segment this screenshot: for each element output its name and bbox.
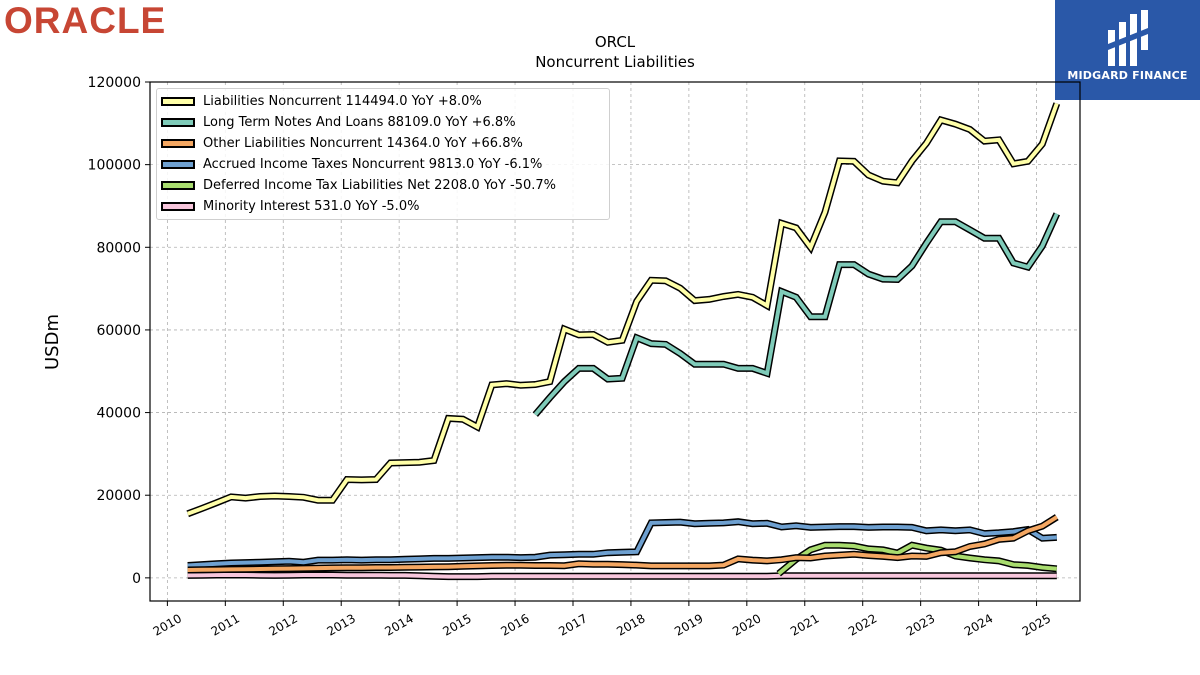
x-tick-label: 2010 — [151, 611, 184, 638]
legend-swatch — [161, 202, 195, 211]
legend-swatch — [161, 181, 195, 190]
x-tick-label: 2025 — [1020, 611, 1053, 638]
legend-label: Other Liabilities Noncurrent 14364.0 YoY… — [203, 136, 523, 151]
x-tick-label: 2023 — [904, 611, 937, 638]
legend-swatch — [161, 160, 195, 169]
x-tick-label: 2015 — [440, 611, 473, 638]
midgard-brand-text: MIDGARD FINANCE — [1067, 69, 1188, 82]
chart-title: ORCL — [595, 33, 636, 51]
legend-label: Minority Interest 531.0 YoY -5.0% — [203, 199, 420, 214]
x-tick-label: 2024 — [962, 611, 995, 638]
legend-label: Liabilities Noncurrent 114494.0 YoY +8.0… — [203, 94, 482, 109]
x-tick-label: 2013 — [324, 611, 357, 638]
midgard-mark-icon — [1108, 10, 1148, 66]
x-tick-label: 2020 — [730, 611, 763, 638]
legend-label: Deferred Income Tax Liabilities Net 2208… — [203, 178, 557, 193]
series-liabilities-noncurrent — [186, 102, 1061, 518]
x-tick-label: 2022 — [846, 611, 879, 638]
legend-swatch — [161, 97, 195, 106]
oracle-logo-text: ORACLE — [4, 2, 166, 38]
x-tick-label: 2012 — [267, 611, 300, 638]
series-line — [187, 573, 1057, 579]
legend-swatch — [161, 118, 195, 127]
series-deferred-income-tax-liabilities-net — [776, 541, 1058, 577]
series-lines — [186, 102, 1061, 581]
series-line — [187, 519, 1057, 568]
series-line — [777, 543, 1057, 576]
x-tick-label: 2018 — [614, 611, 647, 638]
y-tick-label: 80000 — [96, 240, 141, 256]
oracle-logo: ORACLE — [4, 0, 234, 42]
plot-frame — [149, 81, 1081, 602]
series-line — [186, 102, 1059, 516]
midgard-finance-logo: MIDGARD FINANCE — [1055, 0, 1200, 100]
y-tick-label: 60000 — [96, 323, 141, 339]
series-other-liabilities-noncurrent — [187, 514, 1059, 574]
series-long-term-notes-and-loans — [532, 212, 1060, 417]
x-tick-label: 2017 — [556, 611, 589, 638]
x-tick-label: 2014 — [382, 611, 415, 638]
series-line — [533, 212, 1059, 416]
series-accrued-income-taxes-noncurrent — [187, 518, 1057, 569]
legend-swatch — [161, 139, 195, 148]
legend-label: Long Term Notes And Loans 88109.0 YoY +6… — [203, 115, 516, 130]
y-tick-label: 40000 — [96, 406, 141, 422]
x-tick-label: 2019 — [672, 611, 705, 638]
series-minority-interest — [187, 571, 1057, 581]
x-tick-label: 2011 — [209, 611, 242, 638]
series-line — [187, 515, 1058, 572]
x-tick-label: 2021 — [788, 611, 821, 638]
y-tick-label: 20000 — [96, 488, 141, 504]
chart-legend: Liabilities Noncurrent 114494.0 YoY +8.0… — [156, 88, 610, 220]
y-tick-label: 0 — [132, 571, 141, 587]
x-tick-label: 2016 — [498, 611, 531, 638]
y-tick-label: 100000 — [88, 158, 141, 174]
chart-subtitle: Noncurrent Liabilities — [535, 53, 695, 71]
y-axis-label: USDm — [42, 314, 63, 370]
legend-label: Accrued Income Taxes Noncurrent 9813.0 Y… — [203, 157, 543, 172]
y-tick-label: 120000 — [88, 75, 141, 91]
